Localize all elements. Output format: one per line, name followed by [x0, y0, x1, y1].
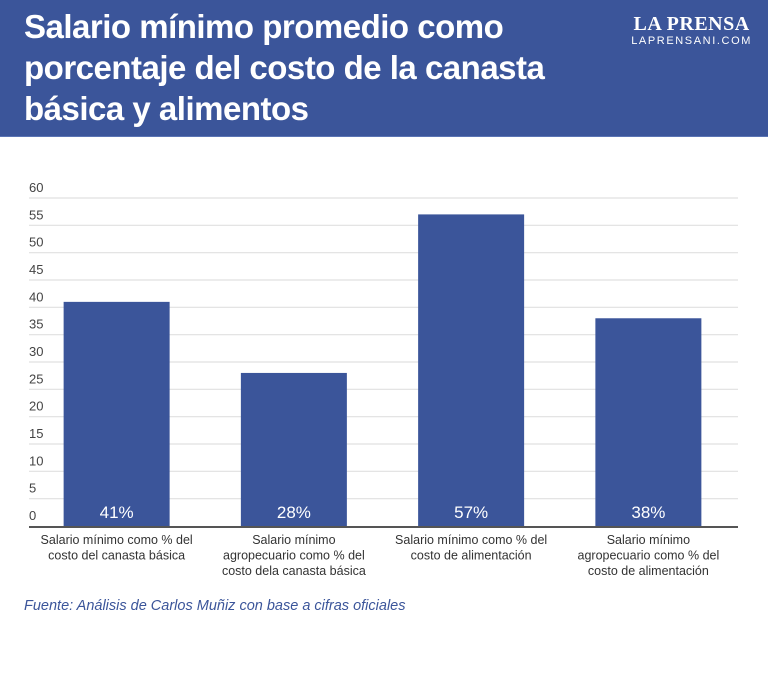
source-note: Fuente: Análisis de Carlos Muñiz con bas… [24, 598, 406, 614]
y-tick-label: 10 [29, 453, 43, 468]
bars [63, 214, 702, 526]
header-banner: Salario mínimo promedio como porcentaje … [0, 0, 768, 137]
x-tick-label-line: Salario mínimo como % del [41, 533, 193, 547]
y-tick-label: 25 [29, 371, 43, 386]
x-tick-label: Salario mínimo como % del costo del canas… [41, 533, 193, 563]
data-label: 38% [631, 503, 665, 522]
y-tick-label: 30 [29, 344, 43, 359]
bar [63, 301, 170, 526]
x-tick-label-line: agropecuario como % del [578, 549, 720, 563]
brand-logo: LA PRENSA LAPRENSANI.COM [631, 14, 752, 48]
y-tick-label: 50 [29, 235, 43, 250]
x-tick-label-line: costo dela canasta básica [222, 564, 366, 578]
y-tick-label: 20 [29, 399, 43, 414]
y-axis-ticks: 0 5 10 15 20 25 30 35 40 45 50 55 60 [29, 180, 43, 523]
x-tick-label-line: costo del canasta básica [48, 549, 185, 563]
logo-url: LAPRENSANI.COM [631, 35, 752, 47]
bar-chart: 0 5 10 15 20 25 30 35 40 45 50 55 60 41% 28% 57% 38% Sa… [29, 180, 738, 578]
x-tick-label-line: agropecuario como % del [223, 549, 365, 563]
data-labels: 41% 28% 57% 38% [100, 503, 666, 522]
x-tick-label-line: costo de alimentación [588, 564, 709, 578]
data-label: 41% [100, 503, 134, 522]
chart-title: Salario mínimo promedio como porcentaje … [24, 8, 545, 127]
y-tick-label: 35 [29, 317, 43, 332]
data-label: 57% [454, 503, 488, 522]
logo-name: LA PRENSA [633, 13, 750, 35]
data-label: 28% [277, 503, 311, 522]
x-tick-label-line: costo de alimentación [411, 549, 532, 563]
x-tick-label: Salario mínimo agropecuario como % del cos… [578, 533, 720, 578]
y-tick-label: 15 [29, 426, 43, 441]
x-axis-labels: Salario mínimo como % del costo del canas… [41, 533, 720, 578]
bar [595, 318, 702, 526]
x-tick-label: Salario mínimo como % del costo de alimen… [395, 533, 547, 563]
y-tick-label: 5 [29, 481, 36, 496]
x-tick-label: Salario mínimo agropecuario como % del cos… [222, 533, 366, 578]
x-tick-label-line: Salario mínimo como % del [395, 533, 547, 547]
y-tick-label: 0 [29, 508, 36, 523]
x-tick-label-line: Salario mínimo [607, 533, 690, 547]
bar [418, 214, 525, 526]
y-tick-label: 55 [29, 207, 43, 222]
y-tick-label: 45 [29, 262, 43, 277]
x-tick-label-line: Salario mínimo [252, 533, 335, 547]
bar [240, 372, 347, 526]
y-tick-label: 60 [29, 180, 43, 195]
y-tick-label: 40 [29, 289, 43, 304]
